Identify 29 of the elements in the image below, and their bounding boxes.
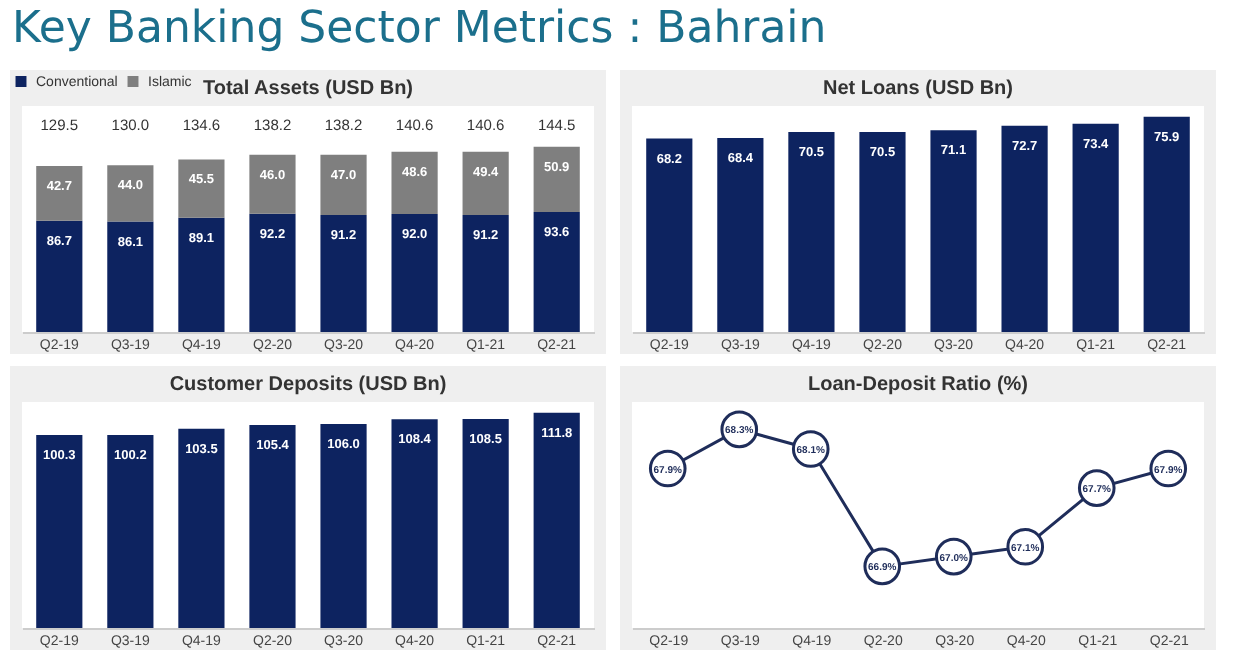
bar [391,214,438,332]
bar [533,146,580,213]
bar [391,419,438,628]
bar [462,215,509,332]
chart-title: Net Loans (USD Bn) [823,78,1013,100]
chart-title: Customer Deposits (USD Bn) [169,374,447,396]
bar [249,154,296,214]
bar [36,434,83,628]
bar [249,425,296,628]
text: Key Banking Sector Metrics : Bahrain [12,4,827,54]
bar [462,151,509,216]
bar [533,212,580,332]
bar [178,428,225,628]
bar [249,213,296,332]
bar [107,435,154,628]
bar [391,151,438,215]
chart-title: Loan-Deposit Ratio (%) [808,374,1028,396]
chart-title: Total Assets (USD Bn) [202,78,414,100]
bar [320,215,367,332]
bar [533,412,580,628]
bar [462,419,509,628]
bar [107,165,154,222]
bar [36,220,83,332]
bar [36,166,83,221]
bar [320,154,367,216]
bar [107,221,154,332]
bar [320,423,367,628]
bar [178,159,225,218]
bar [178,217,225,332]
